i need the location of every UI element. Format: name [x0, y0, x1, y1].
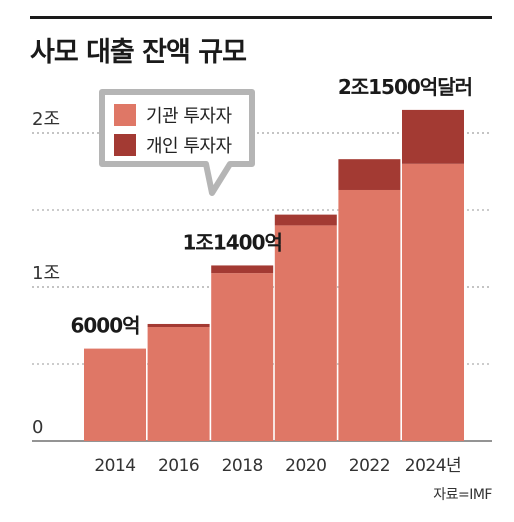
x-tick-label: 2022 — [349, 456, 390, 476]
legend-swatch — [114, 134, 136, 156]
bar-individual — [211, 265, 274, 274]
bar-institutional — [402, 163, 464, 442]
top-rule — [30, 16, 492, 19]
x-tick-label: 2020 — [285, 456, 326, 476]
legend-swatch — [114, 104, 136, 126]
x-tick-label: 2014 — [94, 456, 135, 476]
bar-institutional — [211, 273, 274, 441]
data-label: 2조1500억달러 — [338, 75, 472, 99]
data-label: 6000억 — [70, 314, 139, 338]
legend-label: 개인 투자자 — [146, 136, 232, 157]
y-tick-label: 0 — [32, 417, 43, 438]
legend-callout-box — [99, 89, 255, 196]
bar-institutional — [274, 225, 337, 441]
y-tick-label: 2조 — [32, 109, 60, 130]
bar-individual — [338, 159, 401, 190]
x-tick-label: 2024년 — [405, 456, 461, 476]
source-note: 자료=IMF — [433, 487, 492, 503]
bar-individual — [402, 109, 464, 164]
x-tick-label: 2018 — [222, 456, 263, 476]
bar-individual — [274, 214, 337, 226]
bar-individual — [147, 323, 210, 328]
bar-institutional — [84, 348, 146, 441]
data-label: 1조1400억 — [183, 230, 282, 254]
bar-institutional — [338, 189, 401, 441]
y-tick-label: 1조 — [32, 263, 60, 284]
legend-label: 기관 투자자 — [146, 106, 232, 127]
bar-institutional — [147, 327, 210, 441]
x-tick-label: 2016 — [158, 456, 199, 476]
chart-title: 사모 대출 잔액 규모 — [30, 37, 247, 68]
